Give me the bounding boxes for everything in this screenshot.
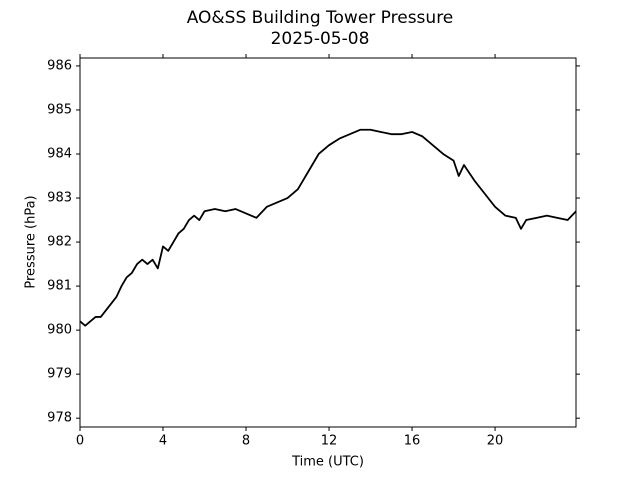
plot-frame xyxy=(79,57,577,428)
y-tick-label: 981 xyxy=(47,279,72,294)
x-tick-label: 16 xyxy=(404,434,421,449)
x-tick-label: 0 xyxy=(76,434,84,449)
x-axis-label: Time (UTC) xyxy=(291,455,364,470)
x-tick-label: 8 xyxy=(242,434,250,449)
y-tick-label: 984 xyxy=(47,146,72,161)
y-axis-label: Pressure (hPa) xyxy=(24,195,39,288)
x-tick-label: 12 xyxy=(321,434,338,449)
chart-title: AO&SS Building Tower Pressure xyxy=(187,8,454,28)
line xyxy=(79,128,577,327)
y-tick-label: 982 xyxy=(47,235,72,250)
y-tick-label: 980 xyxy=(47,323,72,338)
chart-subtitle: 2025-05-08 xyxy=(271,29,370,49)
y-tick-label: 983 xyxy=(47,191,72,206)
x-tick-label: 20 xyxy=(487,434,504,449)
y-tick-label: 985 xyxy=(47,102,72,117)
y-tick-label: 979 xyxy=(47,367,72,382)
y-tick-label: 986 xyxy=(47,58,72,73)
y-tick-label: 978 xyxy=(47,411,72,426)
x-tick-label: 4 xyxy=(159,434,167,449)
